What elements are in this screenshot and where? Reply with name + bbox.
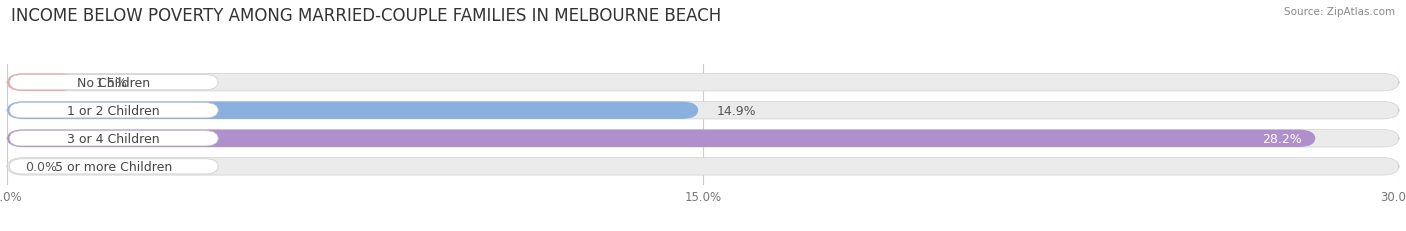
FancyBboxPatch shape [10,159,218,174]
Text: INCOME BELOW POVERTY AMONG MARRIED-COUPLE FAMILIES IN MELBOURNE BEACH: INCOME BELOW POVERTY AMONG MARRIED-COUPL… [11,7,721,25]
FancyBboxPatch shape [7,74,77,91]
Text: 14.9%: 14.9% [717,104,756,117]
Text: 3 or 4 Children: 3 or 4 Children [67,132,160,145]
FancyBboxPatch shape [7,102,1399,119]
FancyBboxPatch shape [10,103,218,118]
Text: Source: ZipAtlas.com: Source: ZipAtlas.com [1284,7,1395,17]
FancyBboxPatch shape [7,130,1316,147]
Text: 5 or more Children: 5 or more Children [55,160,173,173]
FancyBboxPatch shape [7,74,1399,91]
FancyBboxPatch shape [10,131,218,146]
Text: 1 or 2 Children: 1 or 2 Children [67,104,160,117]
FancyBboxPatch shape [7,158,1399,175]
FancyBboxPatch shape [7,102,699,119]
Text: 0.0%: 0.0% [25,160,58,173]
Text: 1.5%: 1.5% [96,76,127,89]
FancyBboxPatch shape [10,75,218,90]
Text: 28.2%: 28.2% [1261,132,1302,145]
Text: No Children: No Children [77,76,150,89]
FancyBboxPatch shape [7,130,1399,147]
